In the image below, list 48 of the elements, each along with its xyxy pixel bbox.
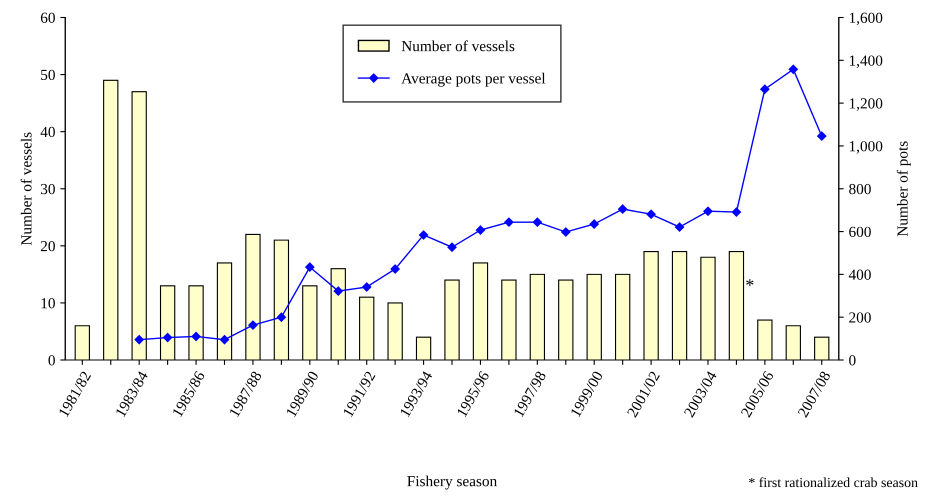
point	[390, 264, 400, 274]
point	[760, 84, 770, 94]
annotation: *	[746, 279, 754, 286]
y-tick-label: 20	[40, 240, 55, 252]
point	[220, 335, 230, 344]
point	[618, 204, 628, 214]
point	[476, 225, 486, 235]
y-tick-label: 50	[41, 70, 55, 80]
y2-tick-label: 400	[848, 270, 871, 280]
y2-axis-title: Number of pots	[896, 141, 911, 236]
point	[732, 207, 742, 217]
y2-tick-label: 800	[849, 184, 871, 194]
point	[532, 218, 542, 227]
point	[334, 286, 343, 296]
point	[504, 218, 514, 227]
y2-tick-label: 1,600	[850, 12, 882, 26]
point	[362, 282, 372, 292]
point	[590, 219, 599, 229]
y-tick-label: 60	[40, 12, 55, 23]
y2-tick-label: 1,200	[850, 98, 882, 111]
legend-label: Average pots per vessel	[401, 72, 546, 87]
point	[305, 262, 314, 272]
point	[163, 332, 172, 342]
y2-tick-label: 200	[849, 312, 871, 323]
point	[248, 320, 258, 330]
point	[561, 227, 570, 237]
legend-label: Number of vessels	[402, 40, 514, 52]
y2-tick-label: 1,000	[850, 141, 882, 154]
y-tick-label: 10	[42, 298, 55, 308]
point	[674, 222, 684, 232]
point	[418, 230, 428, 240]
point	[191, 332, 201, 342]
y-tick-label: 0	[48, 355, 55, 366]
text: * first rationalized crab season	[749, 477, 918, 488]
point	[703, 206, 713, 216]
y-tick-label: 30	[40, 184, 55, 194]
y-axis-title: Number of vessels	[20, 132, 32, 246]
y2-tick-label: 600	[849, 226, 871, 238]
y2-tick-label: 0	[849, 355, 856, 366]
point	[276, 312, 286, 322]
y-tick-label: 40	[40, 126, 55, 138]
y2-tick-label: 1,400	[850, 55, 882, 68]
point	[134, 335, 144, 344]
point	[817, 131, 826, 141]
x-axis-title: Fishery season	[407, 476, 497, 490]
point	[788, 64, 798, 74]
point	[646, 210, 656, 219]
point	[447, 242, 457, 252]
